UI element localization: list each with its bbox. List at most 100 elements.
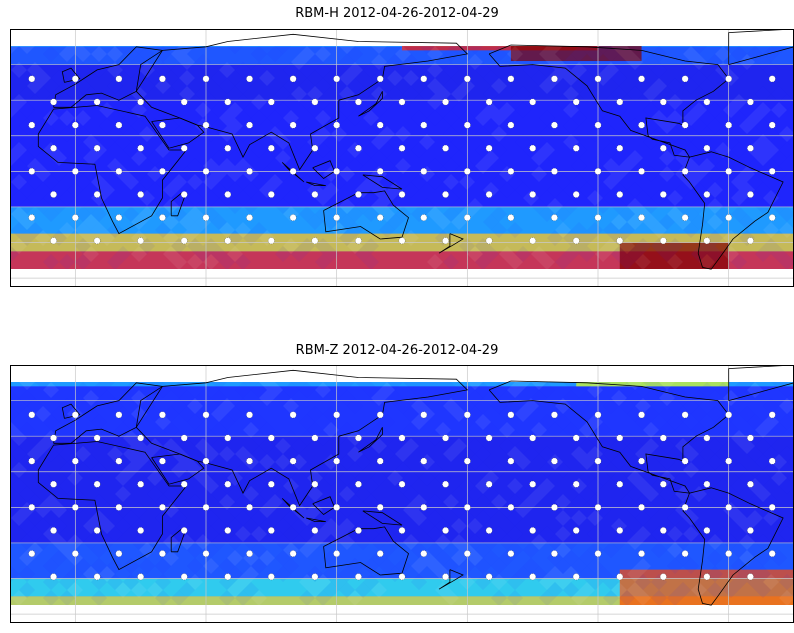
texture-cell xyxy=(347,94,363,110)
texture-cell xyxy=(203,126,219,142)
station-marker xyxy=(267,480,275,488)
texture-cell xyxy=(27,78,43,94)
texture-cell xyxy=(251,222,267,238)
texture-cell xyxy=(507,94,523,110)
texture-cell xyxy=(251,542,267,558)
texture-cell xyxy=(547,54,563,70)
texture-cell xyxy=(691,438,707,454)
texture-cell xyxy=(579,182,595,198)
texture-cell xyxy=(75,126,91,142)
texture-cell xyxy=(539,382,555,398)
texture-cell xyxy=(11,174,27,190)
texture-cell xyxy=(235,174,251,190)
texture-cell xyxy=(203,94,219,110)
texture-cell xyxy=(219,110,235,126)
texture-cell xyxy=(651,542,667,558)
station-marker xyxy=(224,434,232,442)
texture-cell xyxy=(371,582,387,598)
texture-cell xyxy=(339,382,355,390)
station-marker xyxy=(289,457,297,465)
texture-cell xyxy=(563,382,579,390)
texture-cell xyxy=(307,502,323,518)
station-marker xyxy=(594,167,602,175)
texture-cell xyxy=(99,382,115,390)
station-markers xyxy=(28,411,776,581)
texture-cell xyxy=(579,86,595,102)
texture-cell xyxy=(619,430,635,446)
texture-cell xyxy=(115,486,131,502)
texture-cell xyxy=(475,382,491,398)
texture-cell xyxy=(251,94,267,110)
texture-cell xyxy=(515,102,531,118)
station-marker xyxy=(507,75,515,83)
texture-cell xyxy=(683,78,699,94)
texture-cell xyxy=(83,198,99,214)
texture-cell xyxy=(339,390,355,406)
texture-cell xyxy=(227,406,243,422)
texture-cell xyxy=(619,158,635,174)
station-marker xyxy=(376,503,384,511)
texture-cell xyxy=(235,94,251,110)
texture-cell xyxy=(627,454,643,470)
texture-cell xyxy=(515,86,531,102)
station-marker xyxy=(659,527,667,534)
texture-cell xyxy=(187,238,203,254)
texture-cell xyxy=(339,198,355,214)
texture-cell xyxy=(203,190,219,206)
texture-cell xyxy=(427,542,443,558)
texture-cell xyxy=(619,590,635,605)
texture-cell xyxy=(283,126,299,142)
station-marker xyxy=(311,527,319,534)
texture-cell xyxy=(571,494,587,510)
texture-cell xyxy=(195,438,211,454)
station-marker xyxy=(616,191,624,198)
texture-cell xyxy=(10,406,19,422)
texture-cell xyxy=(275,438,291,454)
texture-cell xyxy=(227,102,243,118)
coastline xyxy=(358,91,383,117)
texture-cell xyxy=(251,382,267,398)
texture-cell xyxy=(203,478,219,494)
texture-cell xyxy=(10,198,19,214)
texture-cell xyxy=(379,558,395,574)
texture-cell xyxy=(211,70,227,86)
texture-cell xyxy=(523,62,539,78)
texture-cell xyxy=(187,414,203,430)
texture-cell xyxy=(611,70,627,86)
texture-cell xyxy=(259,502,275,518)
texture-cell xyxy=(555,94,571,110)
station-marker xyxy=(529,480,537,488)
texture-cell xyxy=(203,510,219,526)
station-marker xyxy=(463,411,471,419)
texture-cell xyxy=(171,590,187,605)
texture-cell xyxy=(187,222,203,238)
texture-cell xyxy=(579,582,595,598)
texture-cell xyxy=(19,486,35,502)
texture-cell xyxy=(483,246,499,262)
texture-cell xyxy=(667,206,683,222)
texture-cell xyxy=(307,54,323,70)
texture-cell xyxy=(563,198,579,214)
texture-cell xyxy=(235,78,251,94)
station-marker xyxy=(159,121,166,129)
texture-cell xyxy=(315,574,331,590)
texture-cell xyxy=(451,406,467,422)
texture-cell xyxy=(491,494,507,510)
texture-cell xyxy=(163,518,179,534)
texture-cell xyxy=(523,446,539,462)
texture-cell xyxy=(363,126,379,142)
station-marker xyxy=(507,503,515,511)
texture-cell xyxy=(507,46,523,62)
texture-cell xyxy=(499,534,515,550)
texture-cell xyxy=(691,406,707,422)
texture-cell xyxy=(603,62,619,78)
texture-cell xyxy=(611,166,627,182)
texture-cell xyxy=(707,214,723,230)
coastline xyxy=(135,33,469,171)
texture-cell xyxy=(707,182,723,198)
texture-cell xyxy=(579,566,595,582)
texture-cell xyxy=(331,78,347,94)
texture-cell xyxy=(59,110,75,126)
station-marker xyxy=(115,411,123,419)
texture-cell xyxy=(451,166,467,182)
